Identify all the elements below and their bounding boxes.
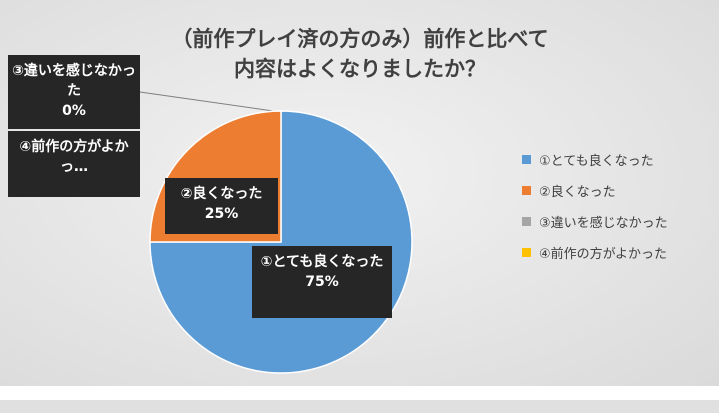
data-label-name: ②良くなった [180,186,263,202]
legend-label: ③違いを感じなかった [539,216,668,231]
chart-title: （前作プレイ済の方のみ）前作と比べて 内容はよくなりましたか？ [171,27,549,81]
data-label: ②良くなった 25% [165,178,278,234]
data-label-value: 75% [305,274,339,290]
leader-line [139,91,281,113]
legend-swatch [522,186,531,195]
data-label-name: ①とても良くなった [260,254,384,270]
legend-swatch [522,217,531,226]
legend-label: ②良くなった [539,185,616,200]
legend-swatch [522,155,531,164]
data-label-value: 25% [204,206,239,222]
data-label-value: 0% [62,103,86,119]
legend-item: ①とても良くなった [522,150,654,169]
data-label-name: ④前作の方がよかっ… [19,139,129,175]
data-label: ③違いを感じなかった 0% [8,55,140,129]
legend-item: ②良くなった [522,181,616,200]
legend-label: ④前作の方がよかった [539,247,668,262]
legend-label: ①とても良くなった [539,154,654,169]
legend-item: ④前作の方がよかった [522,243,667,262]
data-label: ④前作の方がよかっ… [8,131,140,197]
legend-swatch [522,248,531,257]
data-label: ①とても良くなった 75% [252,246,392,318]
legend-item: ③違いを感じなかった [522,212,668,231]
data-label-name: ③違いを感じなかった [12,63,136,99]
next-chart-strip [0,400,719,413]
